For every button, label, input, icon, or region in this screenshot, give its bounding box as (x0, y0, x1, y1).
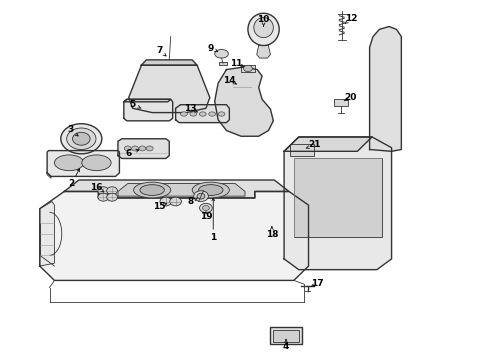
Ellipse shape (160, 197, 172, 206)
Polygon shape (47, 150, 120, 176)
Ellipse shape (244, 65, 252, 72)
Ellipse shape (124, 146, 131, 151)
Ellipse shape (198, 185, 223, 195)
Ellipse shape (132, 146, 139, 151)
Text: 3: 3 (67, 125, 73, 134)
Text: 8: 8 (187, 197, 194, 206)
Polygon shape (124, 99, 172, 121)
Text: 4: 4 (283, 342, 289, 351)
Polygon shape (40, 202, 54, 266)
Text: 20: 20 (344, 93, 357, 102)
Text: 1: 1 (210, 233, 217, 242)
Text: 2: 2 (69, 179, 74, 188)
Text: 11: 11 (230, 59, 243, 68)
Text: 17: 17 (311, 279, 323, 288)
Polygon shape (215, 67, 273, 136)
Polygon shape (40, 192, 309, 280)
Ellipse shape (218, 112, 225, 116)
Ellipse shape (54, 155, 84, 171)
Polygon shape (284, 137, 372, 151)
Ellipse shape (67, 128, 96, 149)
Ellipse shape (98, 193, 109, 201)
Ellipse shape (199, 203, 212, 213)
Polygon shape (175, 105, 229, 123)
Ellipse shape (180, 112, 187, 116)
Ellipse shape (107, 193, 118, 201)
Polygon shape (142, 60, 197, 65)
Ellipse shape (215, 49, 228, 58)
Text: 18: 18 (266, 230, 278, 239)
Polygon shape (129, 65, 210, 113)
Polygon shape (284, 137, 392, 270)
Ellipse shape (139, 146, 146, 151)
Ellipse shape (202, 206, 209, 211)
Polygon shape (118, 139, 169, 158)
Ellipse shape (98, 187, 109, 195)
Ellipse shape (134, 182, 171, 198)
Text: 7: 7 (156, 46, 163, 55)
Text: 16: 16 (90, 183, 103, 192)
Text: 6: 6 (125, 149, 132, 158)
Ellipse shape (73, 132, 90, 145)
Bar (294, 158, 382, 237)
Text: 14: 14 (223, 76, 236, 85)
Text: 10: 10 (257, 15, 270, 24)
Bar (270, 327, 302, 344)
Text: 13: 13 (184, 104, 196, 113)
Ellipse shape (248, 13, 279, 45)
Text: 9: 9 (208, 44, 214, 53)
Ellipse shape (254, 18, 273, 38)
Ellipse shape (190, 112, 197, 116)
Ellipse shape (194, 191, 208, 202)
Polygon shape (64, 180, 289, 198)
Polygon shape (257, 45, 270, 58)
Bar (290, 144, 315, 156)
Text: 21: 21 (308, 140, 320, 149)
Ellipse shape (107, 187, 118, 195)
Ellipse shape (192, 182, 229, 198)
Ellipse shape (209, 112, 216, 116)
Bar (219, 62, 227, 65)
Bar (273, 329, 299, 342)
Ellipse shape (197, 193, 205, 199)
Ellipse shape (61, 124, 102, 154)
Text: 15: 15 (153, 202, 166, 211)
Text: 12: 12 (345, 14, 358, 23)
Polygon shape (124, 99, 171, 102)
Polygon shape (47, 173, 51, 178)
Ellipse shape (170, 197, 181, 206)
Ellipse shape (147, 146, 153, 151)
Bar (241, 64, 255, 72)
Ellipse shape (199, 112, 206, 116)
Text: 19: 19 (199, 212, 212, 221)
Polygon shape (118, 184, 245, 196)
Polygon shape (369, 27, 401, 151)
Bar (334, 99, 347, 107)
Text: 5: 5 (129, 100, 136, 109)
Ellipse shape (82, 155, 111, 171)
Ellipse shape (140, 185, 164, 195)
